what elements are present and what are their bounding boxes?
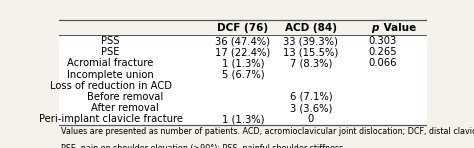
- Text: Peri-implant clavicle fracture: Peri-implant clavicle fracture: [39, 114, 182, 124]
- Text: 3 (3.6%): 3 (3.6%): [290, 103, 332, 113]
- Text: ACD (84): ACD (84): [285, 23, 337, 33]
- Text: Loss of reduction in ACD: Loss of reduction in ACD: [50, 81, 172, 91]
- Text: 7 (8.3%): 7 (8.3%): [290, 58, 332, 68]
- Text: PSE, pain on shoulder elevation (>90°); PSS, painful shoulder stiffness.: PSE, pain on shoulder elevation (>90°); …: [61, 144, 346, 148]
- Bar: [59, 20, 427, 35]
- Text: Acromial fracture: Acromial fracture: [67, 58, 154, 68]
- Text: 36 (47.4%): 36 (47.4%): [215, 36, 271, 46]
- Text: Value: Value: [380, 23, 416, 33]
- Text: p: p: [371, 23, 378, 33]
- Text: 17 (22.4%): 17 (22.4%): [215, 47, 271, 57]
- Text: 1 (1.3%): 1 (1.3%): [222, 58, 264, 68]
- Text: DCF (76): DCF (76): [218, 23, 268, 33]
- Text: 0.066: 0.066: [368, 58, 397, 68]
- Text: 5 (6.7%): 5 (6.7%): [222, 70, 264, 79]
- Text: PSS: PSS: [101, 36, 120, 46]
- Text: PSE: PSE: [101, 47, 120, 57]
- Text: 0.265: 0.265: [368, 47, 397, 57]
- Text: Incomplete union: Incomplete union: [67, 70, 154, 79]
- Text: 13 (15.5%): 13 (15.5%): [283, 47, 338, 57]
- Text: 33 (39.3%): 33 (39.3%): [283, 36, 338, 46]
- Text: Values are presented as number of patients. ACD, acromioclavicular joint disloca: Values are presented as number of patien…: [61, 127, 474, 136]
- Text: Before removal: Before removal: [87, 92, 164, 102]
- Text: 6 (7.1%): 6 (7.1%): [290, 92, 332, 102]
- Text: 0.303: 0.303: [368, 36, 397, 46]
- Text: After removal: After removal: [91, 103, 159, 113]
- Text: 1 (1.3%): 1 (1.3%): [222, 114, 264, 124]
- Text: 0: 0: [308, 114, 314, 124]
